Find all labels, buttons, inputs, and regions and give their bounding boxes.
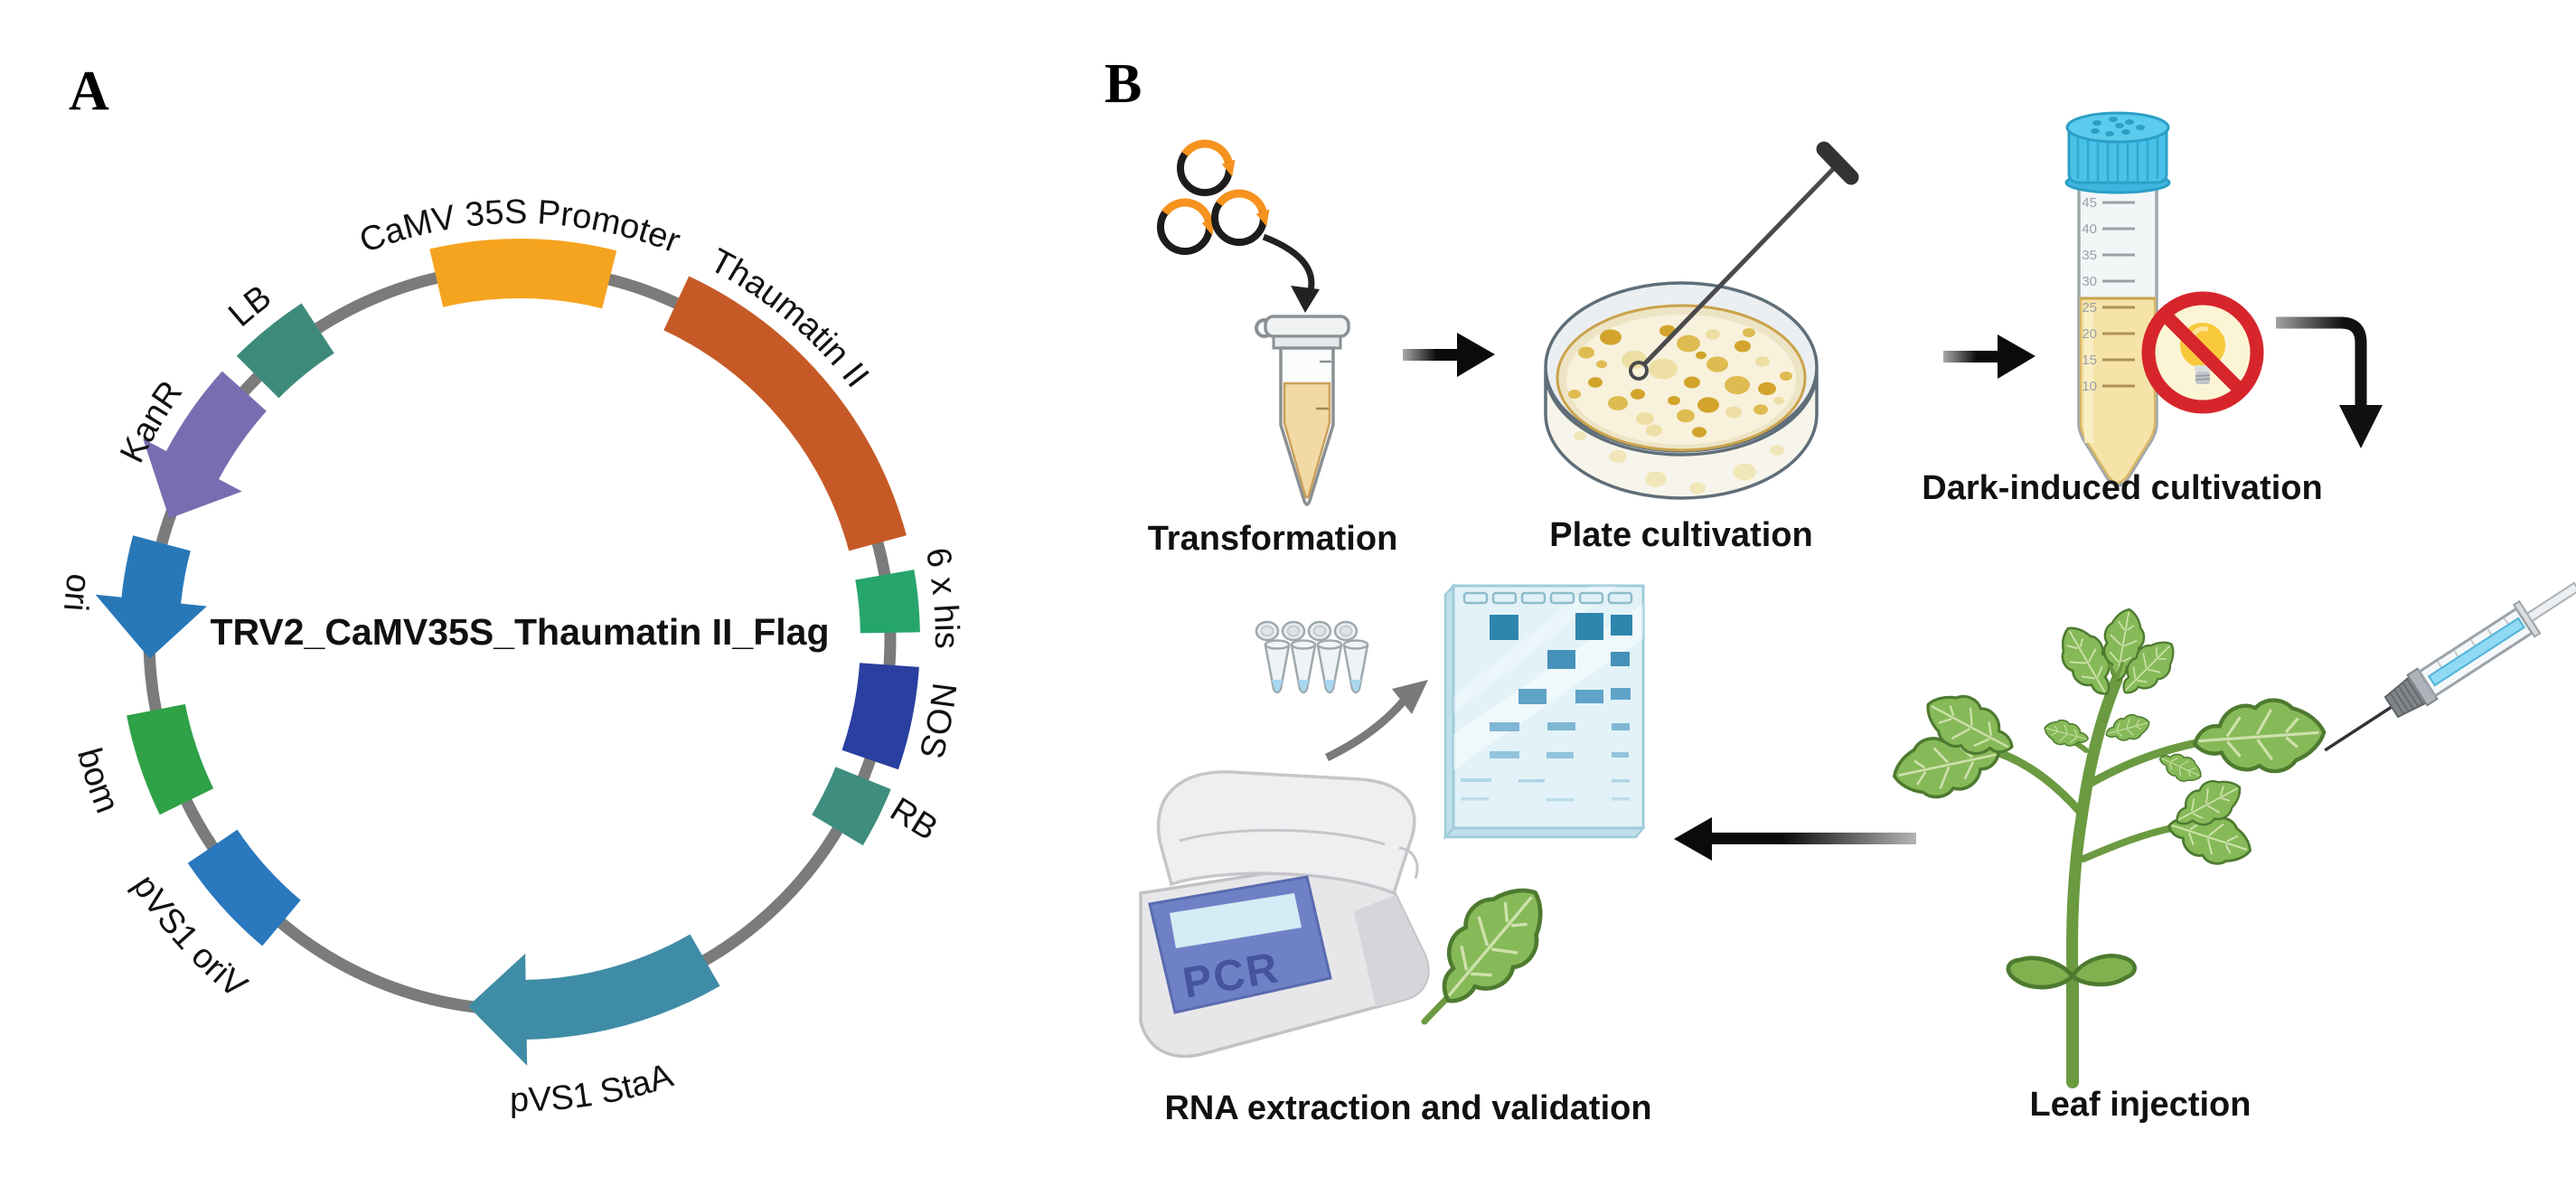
plasmid-feature-thaumatin-ii <box>663 276 907 551</box>
tomato-plant-icon <box>1886 605 2327 1088</box>
falcon-graduation-15: 15 <box>2082 353 2097 368</box>
microcentrifuge-tube-icon <box>1255 315 1350 506</box>
caption-dark-induced-cultivation: Dark-induced cultivation <box>1922 469 2323 507</box>
plasmid-label-3: NOS <box>911 681 963 762</box>
plasmid-feature-kanr <box>143 371 267 519</box>
plasmid-feature-ori <box>95 535 207 659</box>
plasmid-label-4: RB <box>883 791 944 849</box>
plasmid-feature-pvs1-oriv <box>187 829 301 946</box>
plasmids-icon <box>1161 144 1270 251</box>
gel-bands <box>1461 613 1632 802</box>
inoculation-loop-icon <box>1629 141 1859 381</box>
plasmid-feature-pvs1-staa <box>467 934 720 1066</box>
falcon-graduation-25: 25 <box>2082 300 2097 315</box>
plasmid-label-5: pVS1 StaA <box>510 1057 678 1120</box>
falcon-graduation-40: 40 <box>2082 221 2097 237</box>
syringe-icon <box>2324 581 2576 752</box>
gel-icon <box>1443 582 1646 841</box>
plasmid-feature-6-x-his <box>855 570 920 634</box>
plasmid-feature-rb <box>812 767 891 846</box>
plasmid-feature-lb <box>236 303 334 399</box>
caption-transformation: Transformation <box>1147 520 1398 558</box>
caption-leaf-injection: Leaf injection <box>2029 1086 2252 1124</box>
plasmid-feature-bom <box>127 703 214 815</box>
curved-arrow-gray-icon <box>1325 680 1428 762</box>
flow-arrow-1-icon <box>1403 333 1495 377</box>
detached-leaf-icon <box>1417 868 1565 1023</box>
plasmid-label-8: ori <box>56 571 98 612</box>
petri-dish-icon <box>1544 281 1819 500</box>
plasmid-title: TRV2_CaMV35S_Thaumatin II_Flag <box>210 611 830 653</box>
plasmid-label-7: bom <box>70 744 127 818</box>
panel-b-label: B <box>1105 53 1142 115</box>
elbow-arrow-icon <box>2276 316 2383 448</box>
curved-arrow-down-icon <box>1262 233 1320 313</box>
falcon-graduation-20: 20 <box>2082 326 2097 342</box>
falcon-tube-icon: 45 40 35 30 25 20 15 10 <box>2064 111 2171 487</box>
falcon-graduation-45: 45 <box>2082 195 2097 211</box>
falcon-graduation-30: 30 <box>2082 274 2097 289</box>
falcon-graduation-35: 35 <box>2082 248 2097 263</box>
no-light-icon <box>2141 291 2264 414</box>
colonies <box>1568 325 1792 494</box>
falcon-graduation-10: 10 <box>2082 379 2097 394</box>
pcr-machine-icon: PCR <box>1139 770 1430 1059</box>
flow-arrow-3-icon <box>1674 817 1916 861</box>
plasmid-label-10: LB <box>221 278 278 334</box>
caption-plate-cultivation: Plate cultivation <box>1549 516 1813 554</box>
plasmid-feature-nos <box>841 663 919 770</box>
caption-rna-extraction: RNA extraction and validation <box>1164 1089 1652 1127</box>
plasmid-feature-camv-35s-promoter <box>429 239 617 309</box>
strip-tubes-icon <box>1255 620 1369 694</box>
panel-a-label: A <box>69 61 109 122</box>
falcon-graduations: 45 40 35 30 25 20 15 10 <box>2082 195 2135 394</box>
flow-arrow-2-icon <box>1943 334 2035 379</box>
plasmid-label-2: 6 x his <box>918 544 965 648</box>
